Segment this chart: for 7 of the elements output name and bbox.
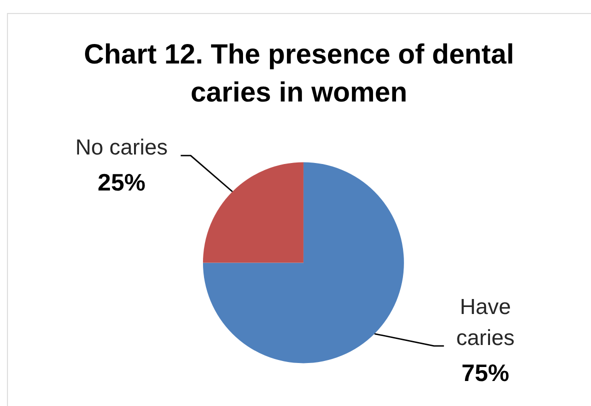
slice-label: Have caries [456, 294, 515, 350]
chart-title: Chart 12. The presence of dental caries in women [84, 38, 514, 108]
pie-slice [202, 162, 404, 364]
data-label: 25% [98, 169, 146, 196]
pie-slice [202, 162, 304, 263]
data-label: 75% [461, 360, 510, 387]
slice-label: No caries [75, 134, 168, 160]
